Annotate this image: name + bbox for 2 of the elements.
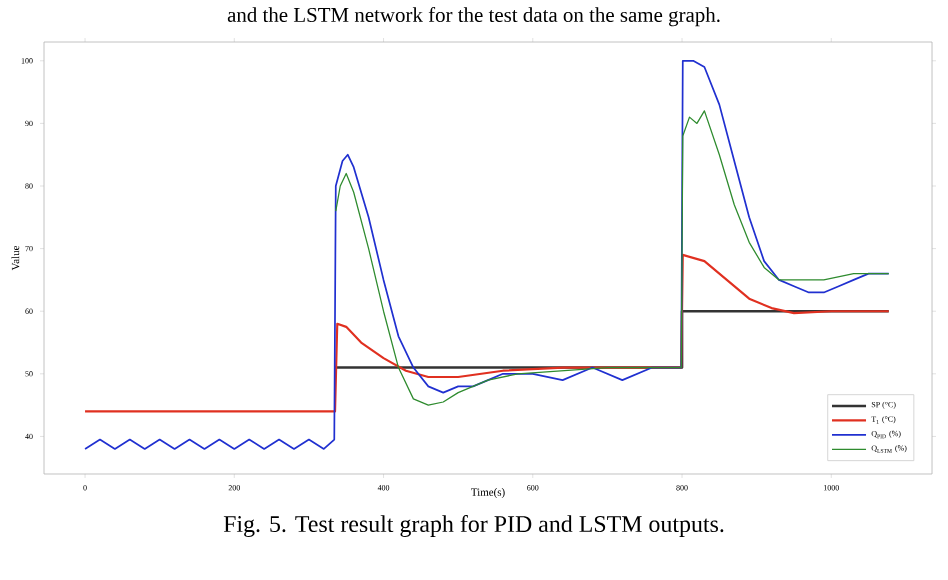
caption: Fig. 5. Test result graph for PID and LSTM outputs. — [223, 515, 724, 538]
text: and the LSTM network for the test data on the same graph. — [227, 7, 720, 27]
